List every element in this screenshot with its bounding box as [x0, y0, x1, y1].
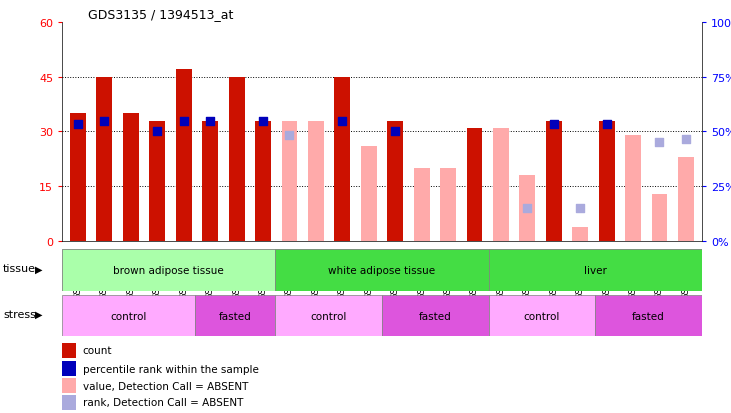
- Bar: [387, 121, 403, 242]
- Bar: [599, 121, 615, 242]
- Bar: [195, 295, 276, 337]
- Bar: [493, 128, 509, 242]
- Point: [680, 136, 692, 143]
- Bar: [123, 114, 139, 242]
- Point: [257, 118, 269, 125]
- Text: brown adipose tissue: brown adipose tissue: [113, 266, 224, 275]
- Point: [521, 206, 533, 212]
- Bar: [361, 147, 376, 242]
- Bar: [520, 176, 535, 242]
- Point: [654, 140, 665, 146]
- Point: [178, 118, 189, 125]
- Bar: [546, 121, 561, 242]
- Bar: [414, 169, 430, 242]
- Bar: [440, 169, 456, 242]
- Text: rank, Detection Call = ABSENT: rank, Detection Call = ABSENT: [83, 397, 243, 408]
- Text: value, Detection Call = ABSENT: value, Detection Call = ABSENT: [83, 381, 248, 391]
- Text: control: control: [523, 311, 560, 321]
- Text: fasted: fasted: [419, 311, 452, 321]
- Bar: [70, 114, 86, 242]
- Bar: [595, 295, 702, 337]
- Point: [390, 129, 401, 135]
- Text: fasted: fasted: [632, 311, 664, 321]
- Point: [575, 206, 586, 212]
- Bar: [62, 295, 195, 337]
- Bar: [382, 295, 488, 337]
- Bar: [62, 378, 76, 393]
- Point: [601, 121, 613, 128]
- Text: control: control: [311, 311, 346, 321]
- Bar: [62, 343, 76, 358]
- Text: fasted: fasted: [219, 311, 251, 321]
- Bar: [466, 128, 482, 242]
- Text: ▶: ▶: [35, 309, 42, 319]
- Bar: [651, 194, 667, 242]
- Bar: [308, 121, 324, 242]
- Text: white adipose tissue: white adipose tissue: [328, 266, 436, 275]
- Point: [548, 121, 560, 128]
- Bar: [149, 121, 165, 242]
- Bar: [229, 78, 244, 242]
- Point: [99, 118, 110, 125]
- Bar: [62, 250, 276, 291]
- Text: percentile rank within the sample: percentile rank within the sample: [83, 364, 259, 374]
- Bar: [96, 78, 113, 242]
- Text: control: control: [110, 311, 147, 321]
- Bar: [334, 78, 350, 242]
- Bar: [62, 361, 76, 377]
- Text: stress: stress: [3, 309, 36, 319]
- Point: [151, 129, 163, 135]
- Text: ▶: ▶: [35, 264, 42, 274]
- Bar: [488, 250, 702, 291]
- Text: tissue: tissue: [3, 264, 36, 274]
- Bar: [276, 295, 382, 337]
- Bar: [281, 121, 298, 242]
- Bar: [202, 121, 218, 242]
- Point: [336, 118, 348, 125]
- Text: liver: liver: [584, 266, 607, 275]
- Bar: [488, 295, 595, 337]
- Bar: [175, 70, 192, 242]
- Point: [72, 121, 84, 128]
- Bar: [572, 227, 588, 242]
- Text: count: count: [83, 346, 112, 356]
- Bar: [625, 136, 641, 242]
- Bar: [62, 395, 76, 410]
- Point: [284, 133, 295, 139]
- Bar: [276, 250, 488, 291]
- Point: [204, 118, 216, 125]
- Bar: [678, 158, 694, 242]
- Bar: [255, 121, 271, 242]
- Text: GDS3135 / 1394513_at: GDS3135 / 1394513_at: [88, 8, 233, 21]
